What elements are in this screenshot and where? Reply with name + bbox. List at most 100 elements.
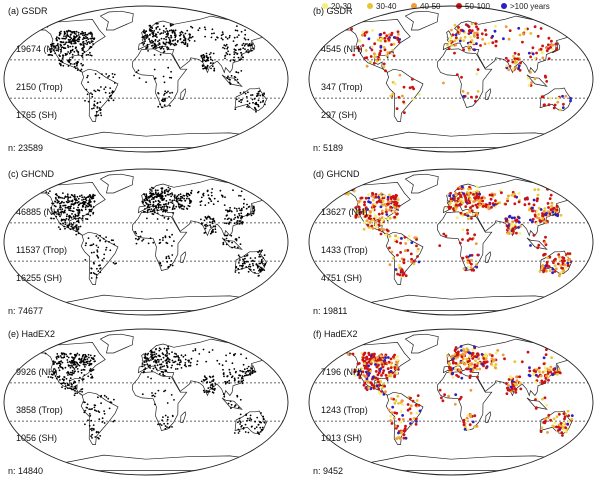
station-point	[542, 356, 546, 360]
station-point	[185, 197, 188, 200]
station-point	[249, 414, 252, 417]
station-point	[461, 90, 465, 93]
station-point	[515, 383, 519, 387]
panel-title: (f) HadEX2	[313, 329, 358, 339]
station-point	[238, 48, 240, 51]
station-point	[200, 222, 203, 225]
station-point	[241, 370, 244, 373]
station-point	[51, 376, 54, 379]
station-point	[374, 370, 378, 373]
station-point	[154, 364, 156, 367]
station-point	[55, 357, 58, 360]
station-point	[92, 43, 94, 45]
station-point	[90, 251, 93, 254]
station-point	[245, 374, 247, 377]
station-point	[518, 375, 522, 379]
station-point	[206, 64, 209, 67]
station-point	[56, 353, 59, 355]
station-point	[75, 233, 78, 236]
station-point	[369, 55, 373, 58]
station-point	[401, 403, 404, 406]
station-point	[242, 258, 244, 261]
station-point	[153, 360, 155, 363]
station-point	[149, 41, 152, 43]
station-point	[73, 362, 76, 365]
station-point	[148, 359, 151, 362]
station-point	[60, 219, 63, 222]
trop-count-label: 11537 (Trop)	[16, 245, 68, 255]
station-point	[144, 208, 146, 210]
station-point	[380, 374, 383, 377]
station-point	[237, 428, 240, 431]
station-point	[59, 55, 61, 58]
station-point	[59, 63, 62, 66]
station-point	[467, 25, 471, 29]
station-point	[377, 219, 381, 223]
station-point	[211, 28, 214, 31]
station-point	[455, 216, 459, 220]
station-point	[168, 29, 171, 32]
station-point	[213, 69, 216, 72]
station-point	[556, 100, 560, 104]
station-point	[154, 35, 157, 37]
station-point	[369, 370, 373, 373]
station-point	[93, 360, 96, 363]
world-map	[308, 168, 594, 316]
station-point	[469, 388, 473, 392]
station-point	[487, 41, 491, 45]
station-point	[81, 217, 84, 219]
station-point	[154, 359, 157, 361]
station-point	[61, 386, 63, 389]
station-point	[245, 50, 248, 53]
station-point	[393, 375, 396, 379]
station-point	[56, 199, 59, 202]
station-point	[170, 76, 173, 79]
station-point	[258, 90, 261, 93]
station-point	[168, 353, 171, 355]
station-point	[542, 362, 546, 366]
station-point	[412, 417, 416, 420]
station-point	[92, 272, 95, 274]
station-point	[459, 371, 463, 374]
station-point	[467, 29, 471, 33]
station-point	[380, 363, 384, 366]
station-point	[395, 365, 399, 368]
station-point	[511, 379, 514, 383]
station-point	[71, 49, 74, 52]
station-point	[365, 219, 369, 222]
station-point	[544, 235, 547, 239]
map-panel: (a) GSDR 19674 (NH) 2150 (Trop) 1765 (SH) n:…	[2, 2, 292, 153]
station-point	[162, 32, 165, 34]
station-point	[145, 196, 148, 199]
station-point	[454, 43, 458, 47]
station-point	[566, 409, 570, 413]
station-point	[568, 420, 571, 423]
station-point	[386, 217, 390, 221]
station-point	[399, 410, 403, 413]
station-point	[258, 268, 261, 271]
station-point	[233, 245, 236, 248]
station-point	[212, 385, 214, 387]
world-map	[3, 5, 289, 153]
station-point	[170, 201, 172, 204]
station-point	[222, 393, 225, 395]
station-point	[545, 374, 548, 378]
station-point	[476, 90, 480, 93]
station-point	[453, 39, 457, 43]
station-point	[162, 75, 165, 78]
station-point	[548, 197, 552, 200]
station-point	[368, 214, 372, 218]
station-point	[474, 196, 478, 200]
station-point	[76, 64, 78, 67]
station-point	[559, 422, 563, 425]
station-point	[275, 433, 277, 435]
station-point	[184, 354, 187, 357]
station-point	[62, 218, 65, 221]
station-point	[133, 74, 136, 77]
panel-title: (a) GSDR	[8, 6, 48, 16]
station-point	[59, 211, 62, 214]
station-point	[583, 275, 586, 279]
station-point	[353, 374, 357, 377]
station-point	[365, 31, 368, 34]
station-point	[162, 30, 165, 32]
